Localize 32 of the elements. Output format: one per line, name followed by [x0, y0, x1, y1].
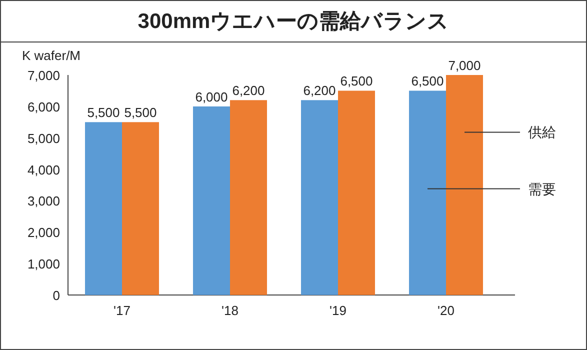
y-axis-title: K wafer/M [22, 48, 81, 63]
data-label: 5,500 [124, 105, 157, 120]
data-label: 7,000 [448, 58, 481, 73]
bar [85, 122, 122, 295]
bar [409, 90, 446, 295]
x-tick-label: '19 [330, 303, 346, 318]
bar [446, 75, 483, 295]
bar [193, 106, 230, 295]
data-label: 6,500 [411, 74, 444, 89]
x-tick-label: '20 [438, 303, 454, 318]
y-tick-label: 1,000 [27, 256, 60, 272]
data-label: 6,200 [303, 83, 336, 98]
x-tick-label: '17 [114, 303, 130, 318]
y-tick-label: 7,000 [27, 68, 60, 83]
y-tick-label: 2,000 [27, 225, 60, 240]
text: 供給 [528, 124, 556, 140]
y-tick-label: 0 [52, 288, 60, 303]
y-tick-label: 5,000 [27, 130, 60, 146]
data-label: 5,500 [87, 105, 120, 120]
bar [338, 90, 375, 295]
y-tick-label: 4,000 [27, 162, 60, 178]
bar [301, 100, 338, 295]
data-label: 6,500 [340, 74, 373, 89]
bar [230, 100, 267, 295]
x-tick-label: '18 [222, 303, 238, 318]
bar [122, 122, 159, 295]
y-tick-label: 3,000 [27, 194, 60, 209]
text: 需要 [528, 180, 556, 197]
data-label: 6,200 [232, 83, 265, 98]
y-tick-label: 6,000 [27, 99, 60, 114]
chart-title: 300mmウエハーの需給バランス [138, 10, 450, 33]
data-label: 6,000 [195, 89, 228, 104]
